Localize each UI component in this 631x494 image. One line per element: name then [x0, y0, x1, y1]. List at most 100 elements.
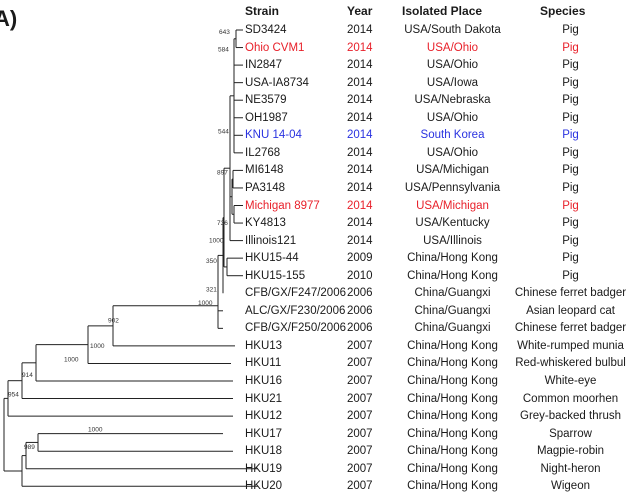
table-row: PA3148 2014 USA/Pennsylvania Pig	[0, 180, 631, 196]
isolated-place: China/Hong Kong	[407, 410, 498, 423]
bootstrap-value: 321	[206, 286, 217, 293]
strain-name: Michigan 8977	[245, 199, 320, 212]
species-name: Pig	[562, 234, 579, 247]
bootstrap-value: 914	[22, 372, 33, 379]
strain-name: OH1987	[245, 111, 288, 124]
isolated-place: USA/Ohio	[426, 59, 479, 72]
species-name: Pig	[562, 129, 579, 142]
strain-name: Ohio CVM1	[245, 41, 305, 54]
bootstrap-value: 897	[217, 169, 228, 176]
strain-name: IL2768	[245, 146, 281, 159]
isolated-place: China/Hong Kong	[407, 480, 498, 493]
year-value: 2006	[347, 322, 373, 335]
species-name: Pig	[562, 111, 579, 124]
strain-name: CFB/GX/F250/2006	[245, 322, 346, 335]
table-row: OH1987 2014 USA/Ohio Pig	[0, 110, 631, 126]
table-row: SD3424 2014 USA/South Dakota Pig	[0, 22, 631, 38]
isolated-place: China/Hong Kong	[407, 269, 498, 282]
species-name: Grey-backed thrush	[520, 410, 621, 423]
table-row: KY4813 2014 USA/Kentucky Pig	[0, 215, 631, 231]
species-name: Asian leopard cat	[526, 304, 615, 317]
bootstrap-value: 1000	[209, 238, 224, 245]
header-isolated-place: Isolated Place	[402, 4, 483, 18]
year-value: 2014	[347, 146, 373, 159]
year-value: 2007	[347, 462, 373, 475]
year-value: 2007	[347, 339, 373, 352]
table-row: HKU17 2007 China/Hong Kong Sparrow	[0, 426, 631, 442]
strain-name: HKU13	[245, 339, 283, 352]
strain-name: KY4813	[245, 217, 286, 230]
species-name: Chinese ferret badger	[514, 287, 627, 300]
isolated-place: China/Hong Kong	[407, 445, 498, 458]
isolated-place: South Korea	[420, 129, 485, 142]
strain-name: SD3424	[245, 24, 287, 36]
header-year: Year	[347, 4, 373, 18]
species-name: Chinese ferret badger	[514, 322, 627, 335]
year-value: 2007	[347, 445, 373, 458]
isolated-place: USA/Iowa	[426, 76, 479, 89]
table-row: HKU13 2007 China/Hong Kong White-rumped mun…	[0, 338, 631, 354]
table-row: HKU11 2007 China/Hong Kong Red-whiskered bu…	[0, 355, 631, 371]
species-name: Night-heron	[540, 462, 601, 475]
table-row: HKU15-44 2009 China/Hong Kong Pig	[0, 250, 631, 266]
species-name: Common moorhen	[522, 392, 619, 405]
strain-name: ALC/GX/F230/2006	[245, 304, 346, 317]
year-value: 2014	[347, 199, 373, 212]
strain-name: NE3579	[245, 94, 287, 107]
isolated-place: USA/Ohio	[426, 111, 479, 124]
strain-name: HKU16	[245, 375, 283, 387]
strain-name: HKU15-44	[245, 252, 299, 265]
isolated-place: China/Hong Kong	[407, 252, 498, 265]
isolated-place: USA/Ohio	[426, 41, 479, 54]
year-value: 2007	[347, 357, 373, 370]
table-row: KNU 14-04 2014 South Korea Pig	[0, 127, 631, 143]
year-value: 2007	[347, 480, 373, 493]
table-row: HKU21 2007 China/Hong Kong Common moorhen	[0, 391, 631, 407]
bootstrap-value: 1000	[88, 427, 103, 434]
year-value: 2014	[347, 164, 373, 177]
strain-name: KNU 14-04	[245, 129, 302, 142]
species-name: Magpie-robin	[536, 445, 605, 458]
isolated-place: USA/Michigan	[416, 199, 489, 212]
year-value: 2006	[347, 304, 373, 317]
year-value: 2014	[347, 59, 373, 72]
bootstrap-value: 989	[24, 444, 35, 451]
year-value: 2010	[347, 269, 373, 282]
year-value: 2014	[347, 181, 373, 194]
strain-name: HKU20	[245, 480, 283, 493]
year-value: 2007	[347, 392, 373, 405]
species-name: Pig	[562, 199, 579, 212]
table-row: NE3579 2014 USA/Nebraska Pig	[0, 92, 631, 108]
table-row: MI6148 2014 USA/Michigan Pig	[0, 162, 631, 178]
table-row: HKU15-155 2010 China/Hong Kong Pig	[0, 268, 631, 284]
species-name: Pig	[562, 76, 579, 89]
bootstrap-value: 1000	[198, 300, 213, 307]
species-name: Pig	[562, 164, 579, 177]
isolated-place: USA/Michigan	[416, 164, 489, 177]
strain-name: Illinois121	[245, 234, 297, 247]
year-value: 2014	[347, 129, 373, 142]
bootstrap-value: 544	[218, 128, 229, 135]
isolated-place: China/Guangxi	[414, 304, 491, 317]
header-species: Species	[540, 4, 586, 18]
bootstrap-value: 584	[218, 47, 229, 54]
year-value: 2006	[347, 287, 373, 300]
table-row: HKU18 2007 China/Hong Kong Magpie-robin	[0, 443, 631, 459]
table-row: HKU12 2007 China/Hong Kong Grey-backed thru…	[0, 408, 631, 424]
strain-name: HKU12	[245, 410, 283, 423]
table-row: ALC/GX/F230/2006 2006 China/Guangxi Asian l…	[0, 303, 631, 319]
isolated-place: China/Hong Kong	[407, 462, 498, 475]
strain-name: MI6148	[245, 164, 284, 177]
strain-name: HKU18	[245, 445, 283, 458]
bootstrap-value: 902	[108, 317, 119, 324]
table-row: IL2768 2014 USA/Ohio Pig	[0, 145, 631, 161]
bootstrap-value: 1000	[64, 356, 79, 363]
species-name: Pig	[562, 41, 579, 54]
table-row: HKU19 2007 China/Hong Kong Night-heron	[0, 461, 631, 477]
table-row: CFB/GX/F247/2006 2006 China/Guangxi Chinese…	[0, 285, 631, 301]
species-name: Pig	[562, 252, 579, 265]
isolated-place: China/Guangxi	[414, 287, 491, 300]
species-name: Pig	[562, 24, 579, 36]
year-value: 2014	[347, 111, 373, 124]
